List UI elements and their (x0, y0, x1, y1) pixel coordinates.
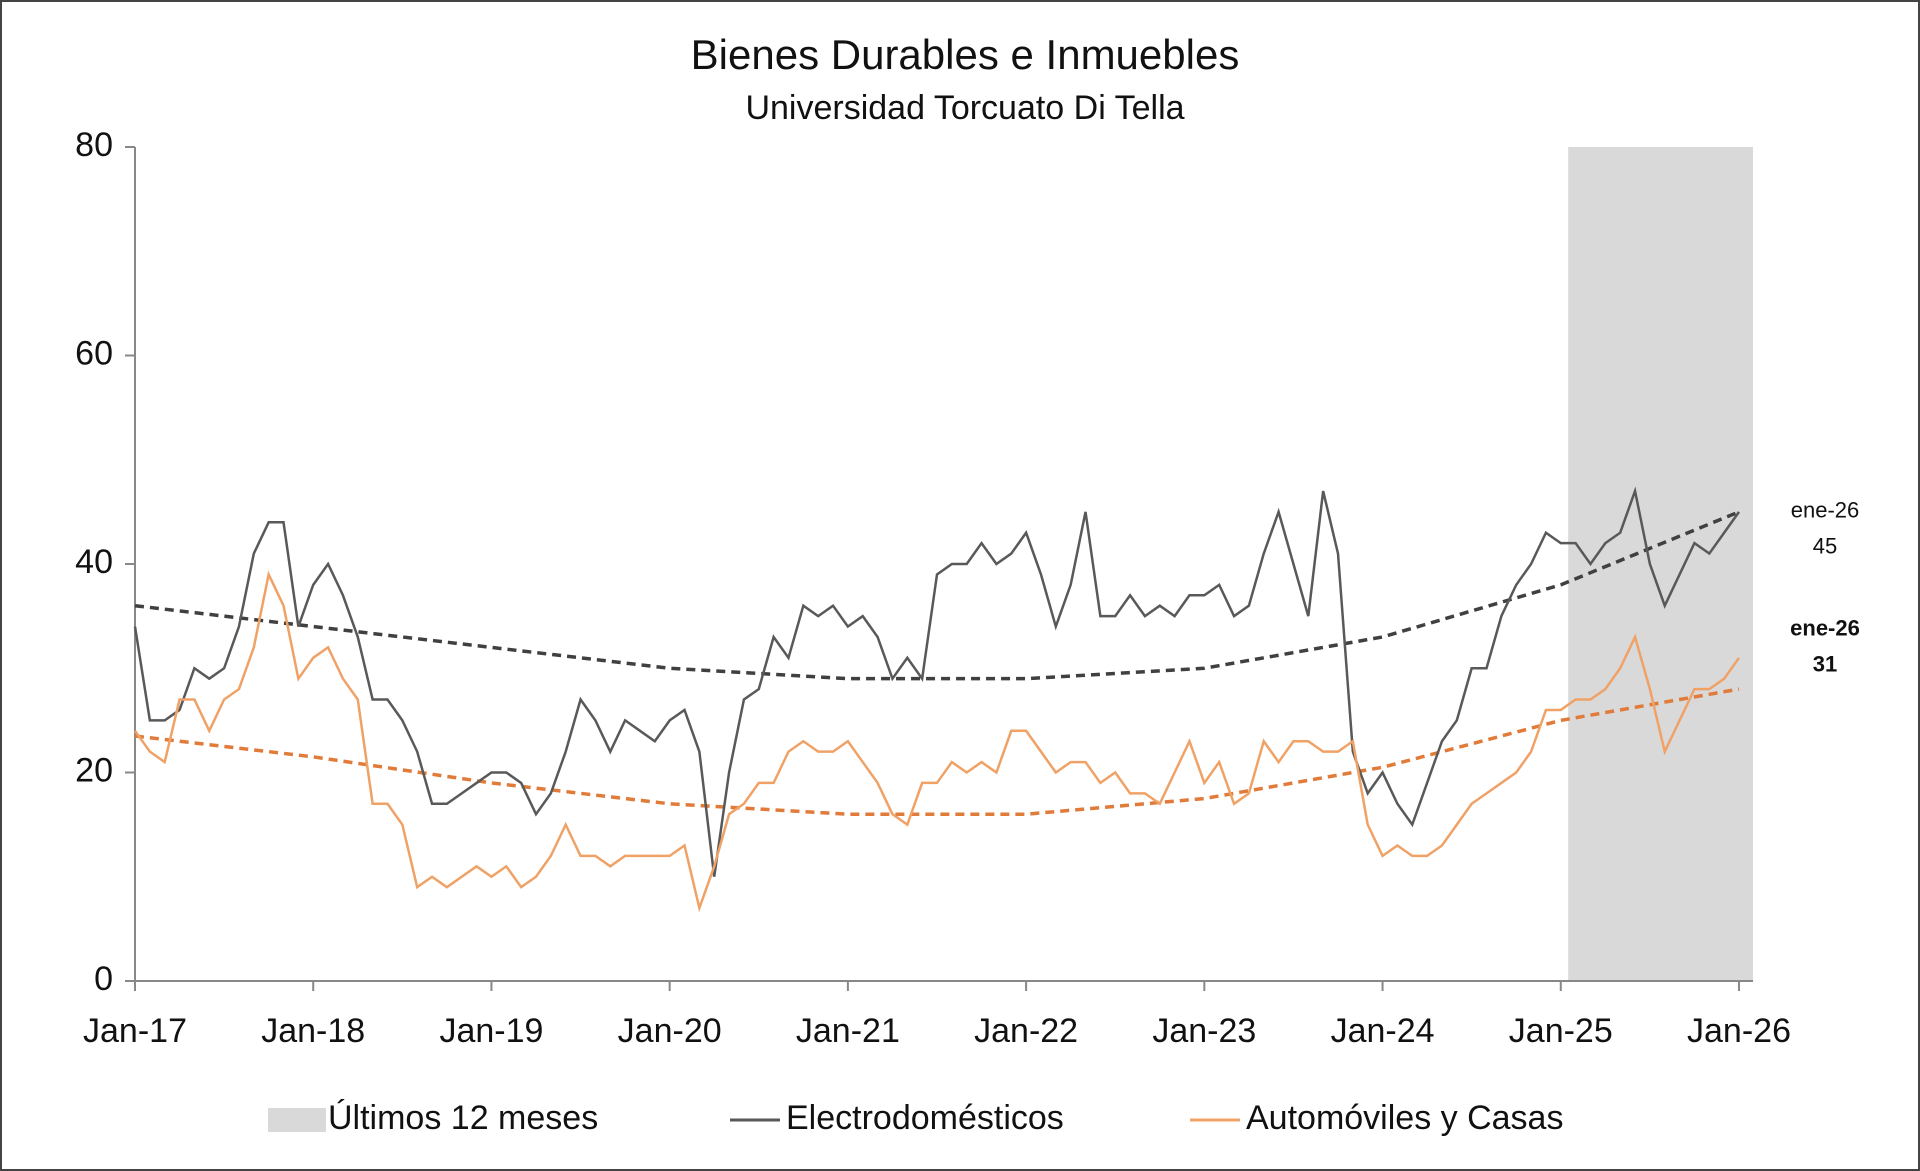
x-tick-label: Jan-18 (261, 1012, 365, 1050)
x-tick-label: Jan-22 (974, 1012, 1078, 1050)
x-tick-label: Jan-25 (1509, 1012, 1613, 1050)
x-tick-label: Jan-17 (83, 1012, 187, 1050)
legend-swatch (268, 1108, 326, 1132)
end-label: ene-26 (1791, 498, 1860, 523)
x-tick-label: Jan-19 (439, 1012, 543, 1050)
end-value-label: 45 (1813, 534, 1837, 559)
y-tick-label: 20 (75, 751, 113, 789)
x-tick-label: Jan-26 (1687, 1012, 1791, 1050)
legend-label: Electrodomésticos (786, 1099, 1064, 1137)
x-tick-label: Jan-21 (796, 1012, 900, 1050)
chart-subtitle: Universidad Torcuato Di Tella (745, 89, 1184, 127)
series-line (133, 486, 1741, 877)
x-tick-label: Jan-20 (618, 1012, 722, 1050)
x-tick-label: Jan-24 (1331, 1012, 1435, 1050)
y-tick-label: 60 (75, 334, 113, 372)
series-line (133, 570, 1741, 913)
y-tick-label: 80 (75, 126, 113, 164)
y-tick-label: 40 (75, 543, 113, 581)
end-value-label: 31 (1813, 652, 1837, 677)
chart-title: Bienes Durables e Inmuebles (691, 31, 1240, 78)
legend-label: Últimos 12 meses (328, 1099, 598, 1137)
end-label: ene-26 (1790, 616, 1860, 641)
y-tick-label: 0 (94, 960, 113, 998)
legend-label: Automóviles y Casas (1246, 1099, 1563, 1137)
x-tick-label: Jan-23 (1152, 1012, 1256, 1050)
shaded-region (1568, 147, 1753, 981)
